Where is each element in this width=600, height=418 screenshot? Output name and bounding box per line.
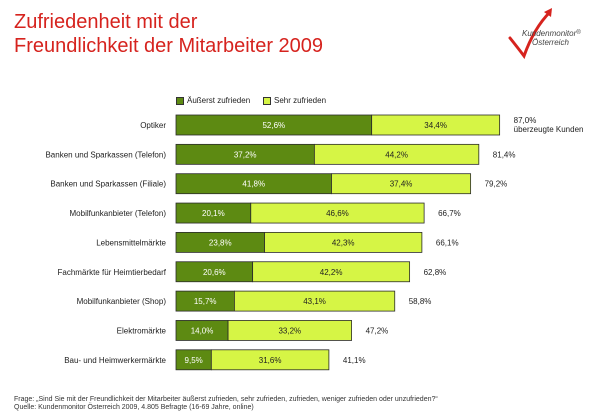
logo-line-2: Österreich [532, 38, 569, 47]
legend-item-series-1: Äußerst zufrieden [176, 96, 250, 105]
chart-title-line-1: Zufriedenheit mit der [14, 11, 198, 33]
category-label: Mobilfunkanbieter (Telefon) [70, 209, 167, 218]
data-label-sehr-zufrieden: 43,1% [303, 297, 326, 306]
category-label: Fachmärkte für Heimtierbedarf [58, 268, 167, 277]
total-label: 87,0% [514, 116, 537, 125]
category-label: Optiker [140, 121, 166, 130]
bar-chart: Optiker 52,6% 34,4% 87,0%überzeugte Kunden B… [45, 114, 584, 371]
legend-swatch-light [263, 96, 271, 105]
legend-label-series-2: Sehr zufrieden [274, 96, 327, 105]
data-label-sehr-zufrieden: 37,4% [390, 180, 413, 189]
category-label: Bau- und Heimwerkermärkte [64, 356, 166, 365]
bar-sehr-zufrieden [252, 261, 411, 283]
data-label-sehr-zufrieden: 46,6% [326, 209, 349, 218]
data-label-sehr-zufrieden: 44,2% [385, 150, 408, 159]
total-label: 66,7% [438, 209, 461, 218]
data-label-aeusserst-zufrieden: 9,5% [185, 356, 203, 365]
category-label: Banken und Sparkassen (Filiale) [50, 180, 166, 189]
legend-label-series-1: Äußerst zufrieden [187, 96, 251, 105]
data-label-sehr-zufrieden: 42,2% [320, 268, 343, 277]
kundenmonitor-logo [508, 8, 552, 60]
category-label: Lebensmittelmärkte [96, 238, 166, 247]
logo-swoosh-icon [508, 10, 552, 60]
total-label: 62,8% [424, 268, 447, 277]
total-label: 66,1% [436, 238, 459, 247]
category-label: Mobilfunkanbieter (Shop) [77, 297, 167, 306]
data-label-sehr-zufrieden: 31,6% [259, 356, 282, 365]
data-label-aeusserst-zufrieden: 15,7% [194, 297, 217, 306]
data-label-aeusserst-zufrieden: 20,1% [202, 209, 225, 218]
total-label: 58,8% [409, 297, 432, 306]
bar-sehr-zufrieden [250, 202, 425, 224]
logo-text: Kundenmonitor® Österreich [522, 29, 581, 47]
bar-sehr-zufrieden [331, 173, 472, 195]
bar-sehr-zufrieden [210, 349, 330, 371]
logo-registered-mark: ® [576, 30, 581, 36]
chart-footer: Frage: „Sind Sie mit der Freundlichkeit … [14, 396, 438, 412]
total-label: 41,1% [343, 356, 366, 365]
total-label: 79,2% [485, 180, 508, 189]
data-label-sehr-zufrieden: 34,4% [424, 121, 447, 130]
data-label-aeusserst-zufrieden: 23,8% [209, 238, 232, 247]
logo-arrowhead-icon [544, 8, 552, 17]
footer-question: Frage: „Sind Sie mit der Freundlichkeit … [14, 396, 438, 403]
footer-source: Quelle: Kundenmonitor Österreich 2009, 4… [14, 404, 254, 411]
data-label-sehr-zufrieden: 33,2% [278, 326, 301, 335]
legend-item-series-2: Sehr zufrieden [263, 96, 326, 105]
data-label-aeusserst-zufrieden: 41,8% [242, 180, 265, 189]
bar-sehr-zufrieden [371, 114, 501, 136]
bar-sehr-zufrieden [313, 143, 480, 165]
chart-title-line-2: Freundlichkeit der Mitarbeiter 2009 [14, 35, 324, 57]
bar-sehr-zufrieden [234, 290, 396, 312]
data-label-aeusserst-zufrieden: 20,6% [203, 268, 226, 277]
data-label-sehr-zufrieden: 42,3% [332, 238, 355, 247]
total-label: 81,4% [493, 150, 516, 159]
chart-title: Zufriedenheit mit der Freundlichkeit der… [14, 10, 414, 58]
bar-sehr-zufrieden [264, 231, 423, 253]
logo-line-1: Kundenmonitor [522, 29, 577, 38]
total-note: überzeugte Kunden [514, 125, 584, 134]
data-label-aeusserst-zufrieden: 37,2% [234, 150, 257, 159]
total-label: 47,2% [366, 326, 389, 335]
data-label-aeusserst-zufrieden: 14,0% [191, 326, 214, 335]
category-label: Elektromärkte [117, 326, 167, 335]
data-label-aeusserst-zufrieden: 52,6% [262, 121, 285, 130]
legend-swatch-dark [176, 96, 184, 105]
bar-sehr-zufrieden [227, 320, 352, 341]
category-label: Banken und Sparkassen (Telefon) [45, 150, 166, 159]
